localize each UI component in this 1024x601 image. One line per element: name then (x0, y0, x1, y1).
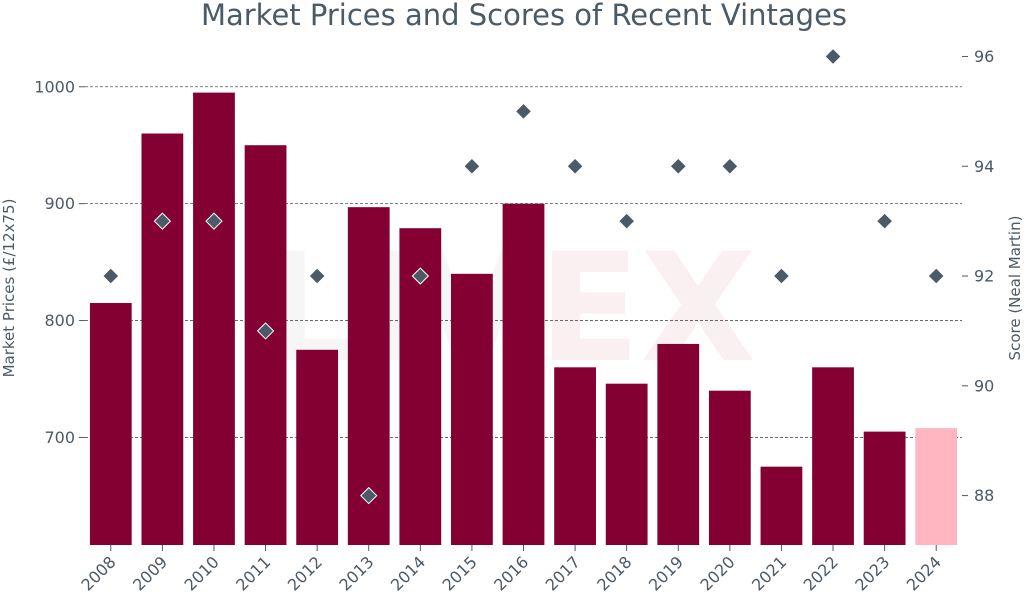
price-bar-2019 (657, 343, 700, 545)
score-marker-2018 (617, 212, 636, 230)
y-right-tick-label: 88 (974, 486, 994, 505)
x-tick-label: 2023 (851, 552, 893, 594)
y-right-tick-label: 94 (974, 157, 994, 176)
x-tick-label: 2010 (181, 552, 223, 594)
price-bar-2009 (141, 133, 184, 545)
score-marker-2024 (927, 267, 945, 285)
price-bar-2020 (708, 390, 751, 545)
price-bar-2022 (812, 367, 854, 545)
x-tick-label: 2008 (77, 552, 119, 594)
x-tick-label: 2014 (387, 552, 429, 594)
y-left-tick-label: 700 (44, 428, 75, 447)
y-left-tick-label: 800 (44, 311, 75, 330)
price-bar-2011 (244, 145, 287, 546)
score-markers (102, 47, 945, 505)
score-marker-2017 (566, 157, 584, 175)
chart-title: Market Prices and Scores of Recent Vinta… (201, 0, 847, 32)
score-marker-2021 (772, 267, 791, 285)
price-bar-2017 (554, 367, 596, 545)
score-marker-2015 (463, 157, 481, 175)
score-marker-2013 (360, 486, 378, 505)
bars (89, 92, 958, 546)
y-axis-left-label: Market Prices (£/12x75) (0, 199, 18, 378)
score-marker-2023 (875, 212, 894, 230)
score-marker-2022 (824, 47, 842, 66)
price-bar-2023 (863, 431, 906, 545)
x-tick-label: 2012 (284, 552, 326, 594)
price-bar-2024 (915, 428, 958, 545)
x-tick-label: 2013 (335, 552, 377, 594)
price-bar-2018 (605, 383, 648, 545)
score-marker-2012 (308, 267, 326, 285)
price-bar-2012 (296, 349, 339, 545)
x-tick-label: 2016 (490, 552, 532, 594)
x-tick-label: 2018 (593, 552, 635, 594)
score-marker-2019 (669, 157, 687, 175)
x-tick-label: 2021 (748, 552, 790, 594)
x-tick-label: 2024 (903, 552, 945, 594)
score-marker-2020 (721, 157, 739, 175)
watermark-ex: EX (538, 222, 756, 396)
x-tick-label: 2022 (800, 552, 842, 594)
y-left-tick-label: 900 (44, 194, 75, 213)
y-right-tick-label: 92 (974, 267, 994, 286)
price-bar-2008 (89, 303, 132, 545)
y-right-tick-label: 90 (974, 376, 994, 395)
price-bar-2021 (760, 466, 803, 545)
score-marker-2011 (256, 322, 275, 340)
price-bar-2016 (502, 203, 545, 545)
x-tick-label: 2017 (542, 552, 584, 594)
y-axis-right-label: Score (Neal Martin) (1006, 216, 1024, 361)
x-tick-label: 2009 (129, 552, 171, 594)
score-marker-2016 (514, 102, 533, 121)
score-marker-2010 (205, 212, 223, 230)
price-bar-2015 (451, 273, 493, 545)
x-tick-label: 2020 (696, 552, 738, 594)
x-tick-label: 2011 (232, 552, 274, 594)
price-bar-2010 (193, 92, 235, 546)
x-tick-label: 2015 (439, 552, 481, 594)
score-marker-2008 (102, 267, 120, 285)
x-tick-label: 2019 (645, 552, 687, 594)
score-marker-2009 (153, 212, 172, 230)
y-left-tick-label: 1000 (34, 77, 75, 96)
y-right-tick-label: 96 (974, 47, 994, 66)
score-marker-2014 (411, 267, 430, 285)
